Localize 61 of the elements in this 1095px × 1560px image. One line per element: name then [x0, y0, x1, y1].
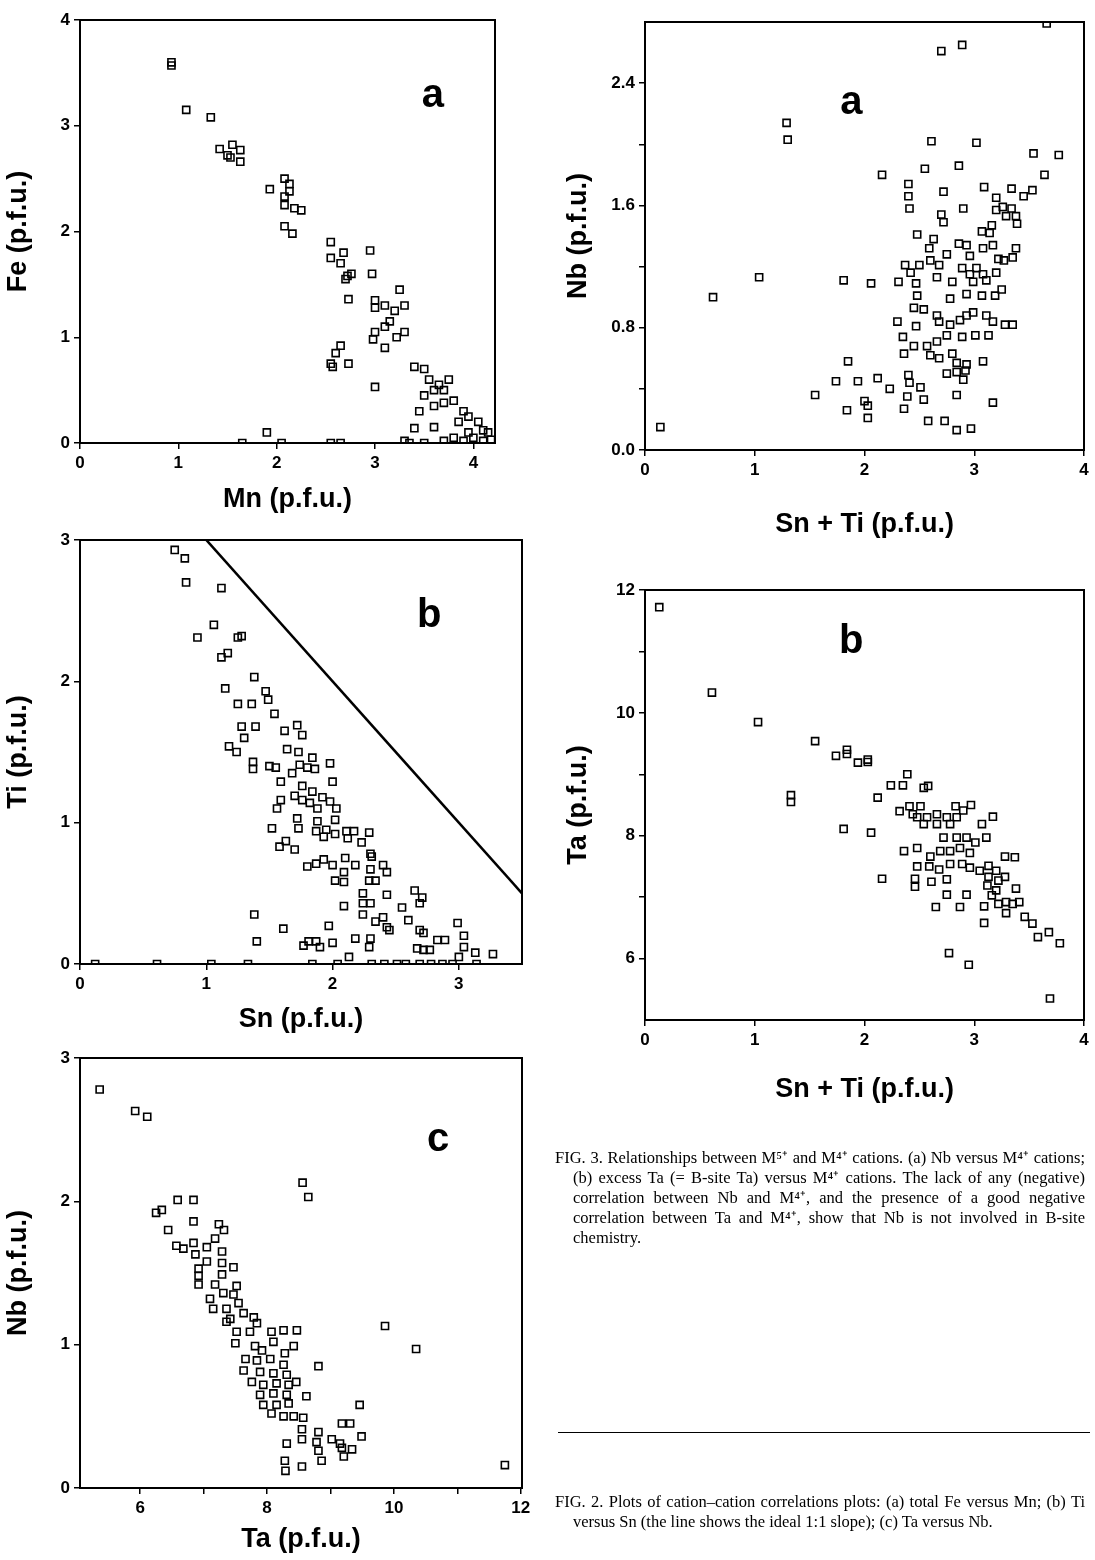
x-tick-label: 3 — [454, 973, 464, 993]
x-tick-label: 4 — [468, 452, 479, 472]
y-axis-title: Nb (p.f.u.) — [561, 173, 592, 299]
y-tick-label: 1.6 — [611, 195, 635, 215]
y-tick-label: 2 — [60, 1191, 70, 1211]
x-tick-label: 4 — [1079, 459, 1090, 479]
y-tick-label: 3 — [60, 529, 70, 549]
x-tick-label: 6 — [135, 1497, 145, 1517]
y-tick-label: 0.0 — [611, 439, 635, 459]
x-tick-label: 0 — [75, 973, 85, 993]
x-axis-title: Mn (p.f.u.) — [223, 483, 352, 514]
y-tick-label: 8 — [625, 825, 635, 845]
x-tick-label: 8 — [262, 1497, 272, 1517]
y-tick-label: 3 — [60, 115, 70, 135]
y-tick-label: 4 — [60, 9, 71, 29]
y-axis-title: Ta (p.f.u.) — [561, 745, 592, 865]
x-tick-label: 1 — [750, 459, 760, 479]
x-tick-label: 10 — [384, 1497, 404, 1517]
y-axis-title: Nb (p.f.u.) — [1, 1210, 32, 1336]
x-tick-label: 2 — [859, 459, 870, 479]
caption: FIG. 3. Relationships between M⁵⁺ and M⁴⁺ cations. (a) Nb versus M⁴⁺ cations; (b) excess Ta (= B-site Ta) versus M⁴⁺ cations. The lack of any (negative) correlation between Nb and M⁴⁺, and the presence of a good negative correlation between Ta and M⁴⁺, show that Nb is not involved in B-site chemistry. — [555, 1148, 1085, 1248]
annotation: b — [839, 616, 864, 661]
x-tick-label: 0 — [640, 459, 650, 479]
annotation: b — [416, 591, 442, 636]
y-axis-title: Fe (p.f.u.) — [1, 170, 32, 293]
x-axis-title: Sn + Ti (p.f.u.) — [775, 508, 954, 539]
x-tick-label: 2 — [271, 452, 282, 472]
y-tick-label: 1 — [60, 812, 70, 832]
x-tick-label: 4 — [1079, 1029, 1090, 1049]
y-tick-label: 0 — [60, 1477, 70, 1497]
y-tick-label: 2 — [60, 671, 70, 691]
x-tick-label: 1 — [750, 1029, 760, 1049]
annotation: c — [426, 1114, 450, 1159]
y-tick-label: 0.8 — [611, 317, 635, 337]
x-axis-title: Sn (p.f.u.) — [238, 1003, 364, 1034]
x-axis-title: Ta (p.f.u.) — [241, 1523, 361, 1554]
x-tick-label: 3 — [969, 1029, 979, 1049]
x-tick-label: 0 — [640, 1029, 650, 1049]
x-axis-title: Sn + Ti (p.f.u.) — [775, 1073, 954, 1104]
y-tick-label: 0 — [60, 953, 70, 973]
y-tick-label: 3 — [60, 1047, 70, 1067]
y-tick-label: 2.4 — [611, 72, 636, 92]
x-tick-label: 2 — [859, 1029, 870, 1049]
x-tick-label: 1 — [173, 452, 184, 472]
x-tick-label: 2 — [327, 973, 338, 993]
x-tick-label: 12 — [511, 1497, 531, 1517]
x-tick-label: 3 — [969, 459, 979, 479]
y-tick-label: 6 — [625, 948, 635, 968]
x-tick-label: 1 — [201, 973, 212, 993]
y-tick-label: 10 — [616, 702, 635, 722]
annotation: a — [840, 78, 864, 123]
y-axis-title: Ti (p.f.u.) — [1, 695, 32, 809]
y-tick-label: 1 — [60, 1334, 70, 1354]
caption: FIG. 2. Plots of cation–cation correlations plots: (a) total Fe versus Mn; (b) Ti versus Sn (the line shows the ideal 1:1 slope); (c) Ta versus Nb. — [555, 1492, 1085, 1532]
x-tick-label: 3 — [370, 452, 380, 472]
y-tick-label: 12 — [616, 579, 635, 599]
y-tick-label: 2 — [60, 221, 70, 241]
x-tick-label: 0 — [75, 452, 85, 472]
y-tick-label: 1 — [60, 326, 70, 346]
y-tick-label: 0 — [60, 432, 70, 452]
annotation: a — [421, 71, 445, 116]
